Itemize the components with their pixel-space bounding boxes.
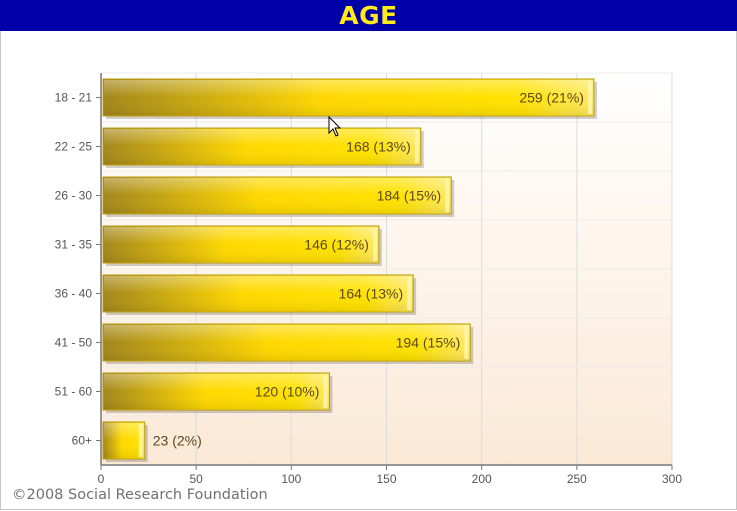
x-tick-label: 50: [189, 472, 203, 486]
bar-data-label: 120 (10%): [255, 384, 320, 400]
bar-data-label: 184 (15%): [377, 188, 442, 204]
bar-edge: [464, 326, 469, 359]
bar-data-label: 259 (21%): [519, 90, 584, 106]
chart-title: AGE: [339, 1, 398, 30]
bar-data-label: 168 (13%): [346, 139, 411, 155]
bar-shine: [104, 325, 470, 360]
x-tick-label: 0: [98, 472, 105, 486]
title-bar: AGE: [0, 0, 737, 31]
bar-data-label: 146 (12%): [304, 237, 369, 253]
bar-edge: [587, 81, 592, 114]
x-tick-label: 100: [281, 472, 301, 486]
x-tick-label: 200: [472, 472, 492, 486]
y-tick-label: 18 - 21: [55, 91, 93, 105]
y-tick-label: 26 - 30: [55, 189, 93, 203]
y-tick-label: 60+: [72, 434, 92, 448]
y-tick-label: 51 - 60: [55, 385, 93, 399]
bar-shine: [104, 178, 451, 213]
mouse-cursor-icon: [328, 115, 342, 137]
bar-data-label: 164 (13%): [339, 286, 404, 302]
bar-shine: [104, 227, 378, 262]
bar-shine: [104, 276, 413, 311]
copyright-footer: ©2008 Social Research Foundation: [12, 487, 268, 503]
x-tick-label: 250: [567, 472, 587, 486]
y-tick-label: 41 - 50: [55, 336, 93, 350]
y-tick-label: 22 - 25: [55, 140, 93, 154]
bar-edge: [372, 228, 377, 261]
bar-edge: [138, 424, 143, 457]
bar-shine: [104, 423, 144, 458]
bar-shine: [104, 80, 593, 115]
x-tick-label: 300: [662, 472, 682, 486]
x-tick-label: 150: [376, 472, 396, 486]
bar-edge: [445, 179, 450, 212]
bar-edge: [407, 277, 412, 310]
bar-data-label: 194 (15%): [396, 335, 461, 351]
bar-edge: [414, 130, 419, 163]
y-tick-label: 36 - 40: [55, 287, 93, 301]
bar-data-label: 23 (2%): [153, 433, 202, 449]
y-tick-label: 31 - 35: [55, 238, 93, 252]
bar-shine: [104, 374, 329, 409]
bar-shine: [104, 129, 420, 164]
bar-edge: [323, 375, 328, 408]
